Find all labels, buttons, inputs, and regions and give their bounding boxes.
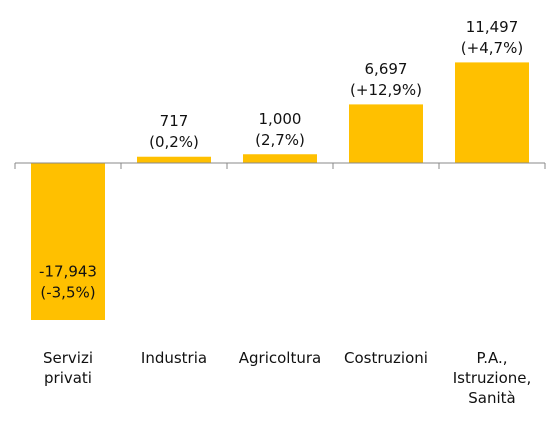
change-label: (-3,5%) — [40, 284, 95, 302]
value-label: 11,497 — [466, 18, 519, 36]
bar — [243, 154, 317, 163]
change-label: (+4,7%) — [461, 39, 523, 57]
change-label: (2,7%) — [255, 131, 305, 149]
bar — [137, 156, 211, 163]
x-tick-label: P.A., Istruzione, Sanità — [453, 349, 532, 407]
bar — [31, 163, 105, 321]
bar — [455, 62, 529, 164]
value-label: 6,697 — [365, 60, 408, 78]
x-tick-label: Servizi privati — [43, 349, 93, 387]
x-tick-label: Costruzioni — [344, 349, 428, 367]
x-tick-label: Industria — [141, 349, 207, 367]
value-label: -17,943 — [39, 263, 97, 281]
bar — [349, 104, 423, 163]
change-label: (+12,9%) — [350, 81, 422, 99]
x-tick-label: Agricoltura — [239, 349, 321, 367]
change-label: (0,2%) — [149, 133, 199, 151]
value-label: 1,000 — [259, 110, 302, 128]
value-label: 717 — [160, 112, 189, 130]
